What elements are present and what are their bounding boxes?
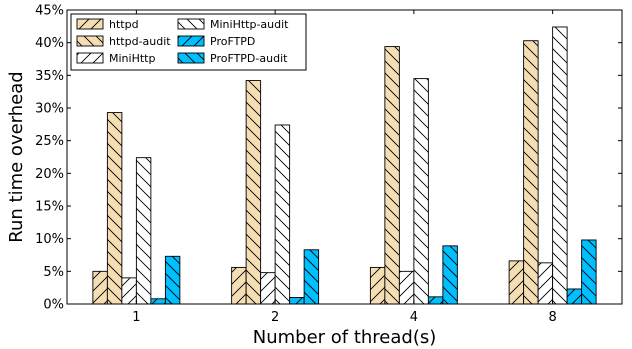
- bar-hatch-httpd-audit-thread-2: [245, 80, 262, 305]
- bar-hatch-httpd-thread-8: [508, 260, 525, 305]
- y-tick-label: 10%: [35, 232, 64, 247]
- bar-hatch-minihttp-thread-1: [121, 277, 137, 305]
- bar-hatch-minihttp-audit-thread-1: [135, 157, 152, 305]
- bar-hatch-proftpd-audit-thread-1: [164, 255, 181, 305]
- legend-swatch-hatch-minihttp-audit: [177, 18, 205, 30]
- bar-hatch-minihttp-audit-thread-4: [413, 78, 429, 305]
- bar-hatch-minihttp-audit-thread-2: [274, 124, 291, 305]
- bar-hatch-proftpd-thread-2: [289, 297, 305, 305]
- legend-label-minihttp-audit: MiniHttp-audit: [210, 18, 289, 31]
- y-tick-label: 25%: [35, 134, 64, 149]
- bar-hatch-proftpd-thread-4: [427, 296, 444, 305]
- legend-swatch-hatch-proftpd-audit: [177, 52, 205, 64]
- y-tick-label: 30%: [35, 102, 64, 117]
- y-axis-label: Run time overhead: [6, 71, 27, 242]
- bar-hatch-httpd-thread-4: [369, 266, 386, 305]
- bar-hatch-minihttp-thread-2: [260, 272, 276, 305]
- y-tick-label: 35%: [35, 69, 64, 84]
- x-axis-label: Number of thread(s): [253, 327, 437, 348]
- legend-label-proftpd-audit: ProFTPD-audit: [210, 52, 288, 65]
- bar-hatch-httpd-audit-thread-4: [384, 46, 400, 305]
- bar-hatch-httpd-audit-thread-1: [106, 112, 123, 305]
- legend-label-proftpd: ProFTPD: [210, 35, 255, 48]
- legend-swatch-hatch-minihttp: [76, 52, 104, 64]
- y-tick-label: 45%: [35, 4, 64, 19]
- bar-hatch-httpd-thread-2: [231, 266, 247, 305]
- legend-swatch-hatch-httpd-audit: [76, 35, 104, 47]
- plot-frame: [66, 9, 623, 305]
- y-tick-label: 0%: [43, 298, 64, 313]
- bar-hatch-proftpd-audit-thread-2: [303, 249, 320, 305]
- y-tick-label: 15%: [35, 200, 64, 215]
- x-tick-label: 4: [410, 310, 418, 325]
- legend-label-httpd-audit: httpd-audit: [109, 35, 171, 48]
- legend-label-httpd: httpd: [109, 18, 139, 31]
- bar-hatch-proftpd-audit-thread-8: [581, 239, 597, 305]
- bars-group: [92, 26, 597, 305]
- legend: httpd httpd-audit MiniHttp MiniHttp-audit Pr…: [70, 13, 307, 71]
- bar-hatch-proftpd-thread-1: [150, 298, 166, 305]
- y-tick-label: 5%: [43, 265, 64, 280]
- y-tick-label: 40%: [35, 36, 64, 51]
- bar-hatch-httpd-thread-1: [92, 270, 108, 305]
- y-axis: 0% 5% 10% 15% 20% 25% 30% 35% 40% 45%: [35, 4, 622, 313]
- legend-swatch-hatch-httpd: [76, 18, 104, 30]
- bar-hatch-minihttp-thread-8: [537, 262, 554, 305]
- x-tick-label: 1: [132, 310, 140, 325]
- bar-hatch-httpd-audit-thread-8: [523, 40, 539, 305]
- y-tick-label: 20%: [35, 167, 64, 182]
- bar-hatch-minihttp-audit-thread-8: [552, 26, 568, 305]
- bar-hatch-proftpd-thread-8: [566, 288, 583, 305]
- x-tick-label: 2: [271, 310, 279, 325]
- bar-hatch-minihttp-thread-4: [398, 270, 415, 305]
- legend-label-minihttp: MiniHttp: [109, 52, 155, 65]
- legend-swatch-hatch-proftpd: [177, 35, 205, 47]
- x-axis: 1 2 4 8: [132, 10, 557, 325]
- bar-hatch-proftpd-audit-thread-4: [442, 245, 458, 305]
- x-tick-label: 8: [548, 310, 556, 325]
